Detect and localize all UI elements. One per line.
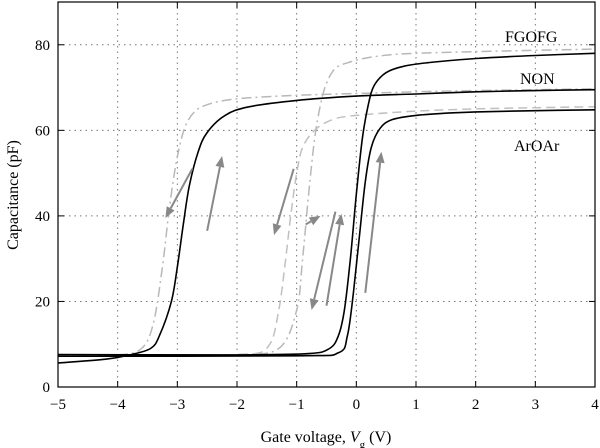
series-aroar-branch-3 [57, 109, 596, 357]
x-axis-title: Gate voltage, Vg (V) [261, 429, 392, 448]
x-tick-label: 2 [472, 397, 480, 413]
sweep-arrow-3 [272, 168, 295, 236]
plot-frame [57, 1, 596, 388]
x-tick-label: −5 [50, 397, 66, 413]
x-tick-label: 4 [591, 397, 599, 413]
x-tick-label: −4 [110, 397, 126, 413]
x-tick-label: −3 [169, 397, 185, 413]
series-non-branch-1 [57, 106, 596, 357]
sweep-arrow-2 [206, 156, 225, 232]
curve-label-non: NON [520, 71, 555, 88]
curve-label-aroar: ArOAr [514, 138, 560, 155]
y-tick-label: 60 [35, 123, 50, 139]
y-axis-title: Capacitance (pF) [5, 140, 22, 250]
sweep-arrow-7 [364, 151, 385, 294]
series-aroar-branch-2 [57, 52, 596, 356]
x-tick-label: −2 [229, 397, 245, 413]
y-tick-label: 80 [35, 38, 50, 54]
y-tick-label: 0 [43, 380, 51, 396]
curve-label-fgofg: FGOFG [505, 29, 558, 46]
x-tick-label: 3 [532, 397, 540, 413]
series-fgofg-branch-1 [57, 88, 596, 357]
sweep-arrows [165, 151, 385, 310]
x-tick-label: −1 [289, 397, 305, 413]
series-fgofg-branch-2 [57, 48, 596, 357]
y-tick-label: 20 [35, 294, 50, 310]
sweep-arrow-1 [165, 168, 194, 218]
y-tick-label: 40 [35, 209, 50, 225]
grid-lines [58, 2, 595, 387]
sweep-arrow-5 [309, 211, 337, 310]
curves [57, 48, 596, 364]
series-aroar-branch-1 [57, 88, 596, 364]
sweep-arrow-6 [325, 213, 345, 306]
sweep-arrow-4 [305, 215, 321, 226]
x-tick-label: 0 [353, 397, 361, 413]
x-tick-label: 1 [412, 397, 420, 413]
